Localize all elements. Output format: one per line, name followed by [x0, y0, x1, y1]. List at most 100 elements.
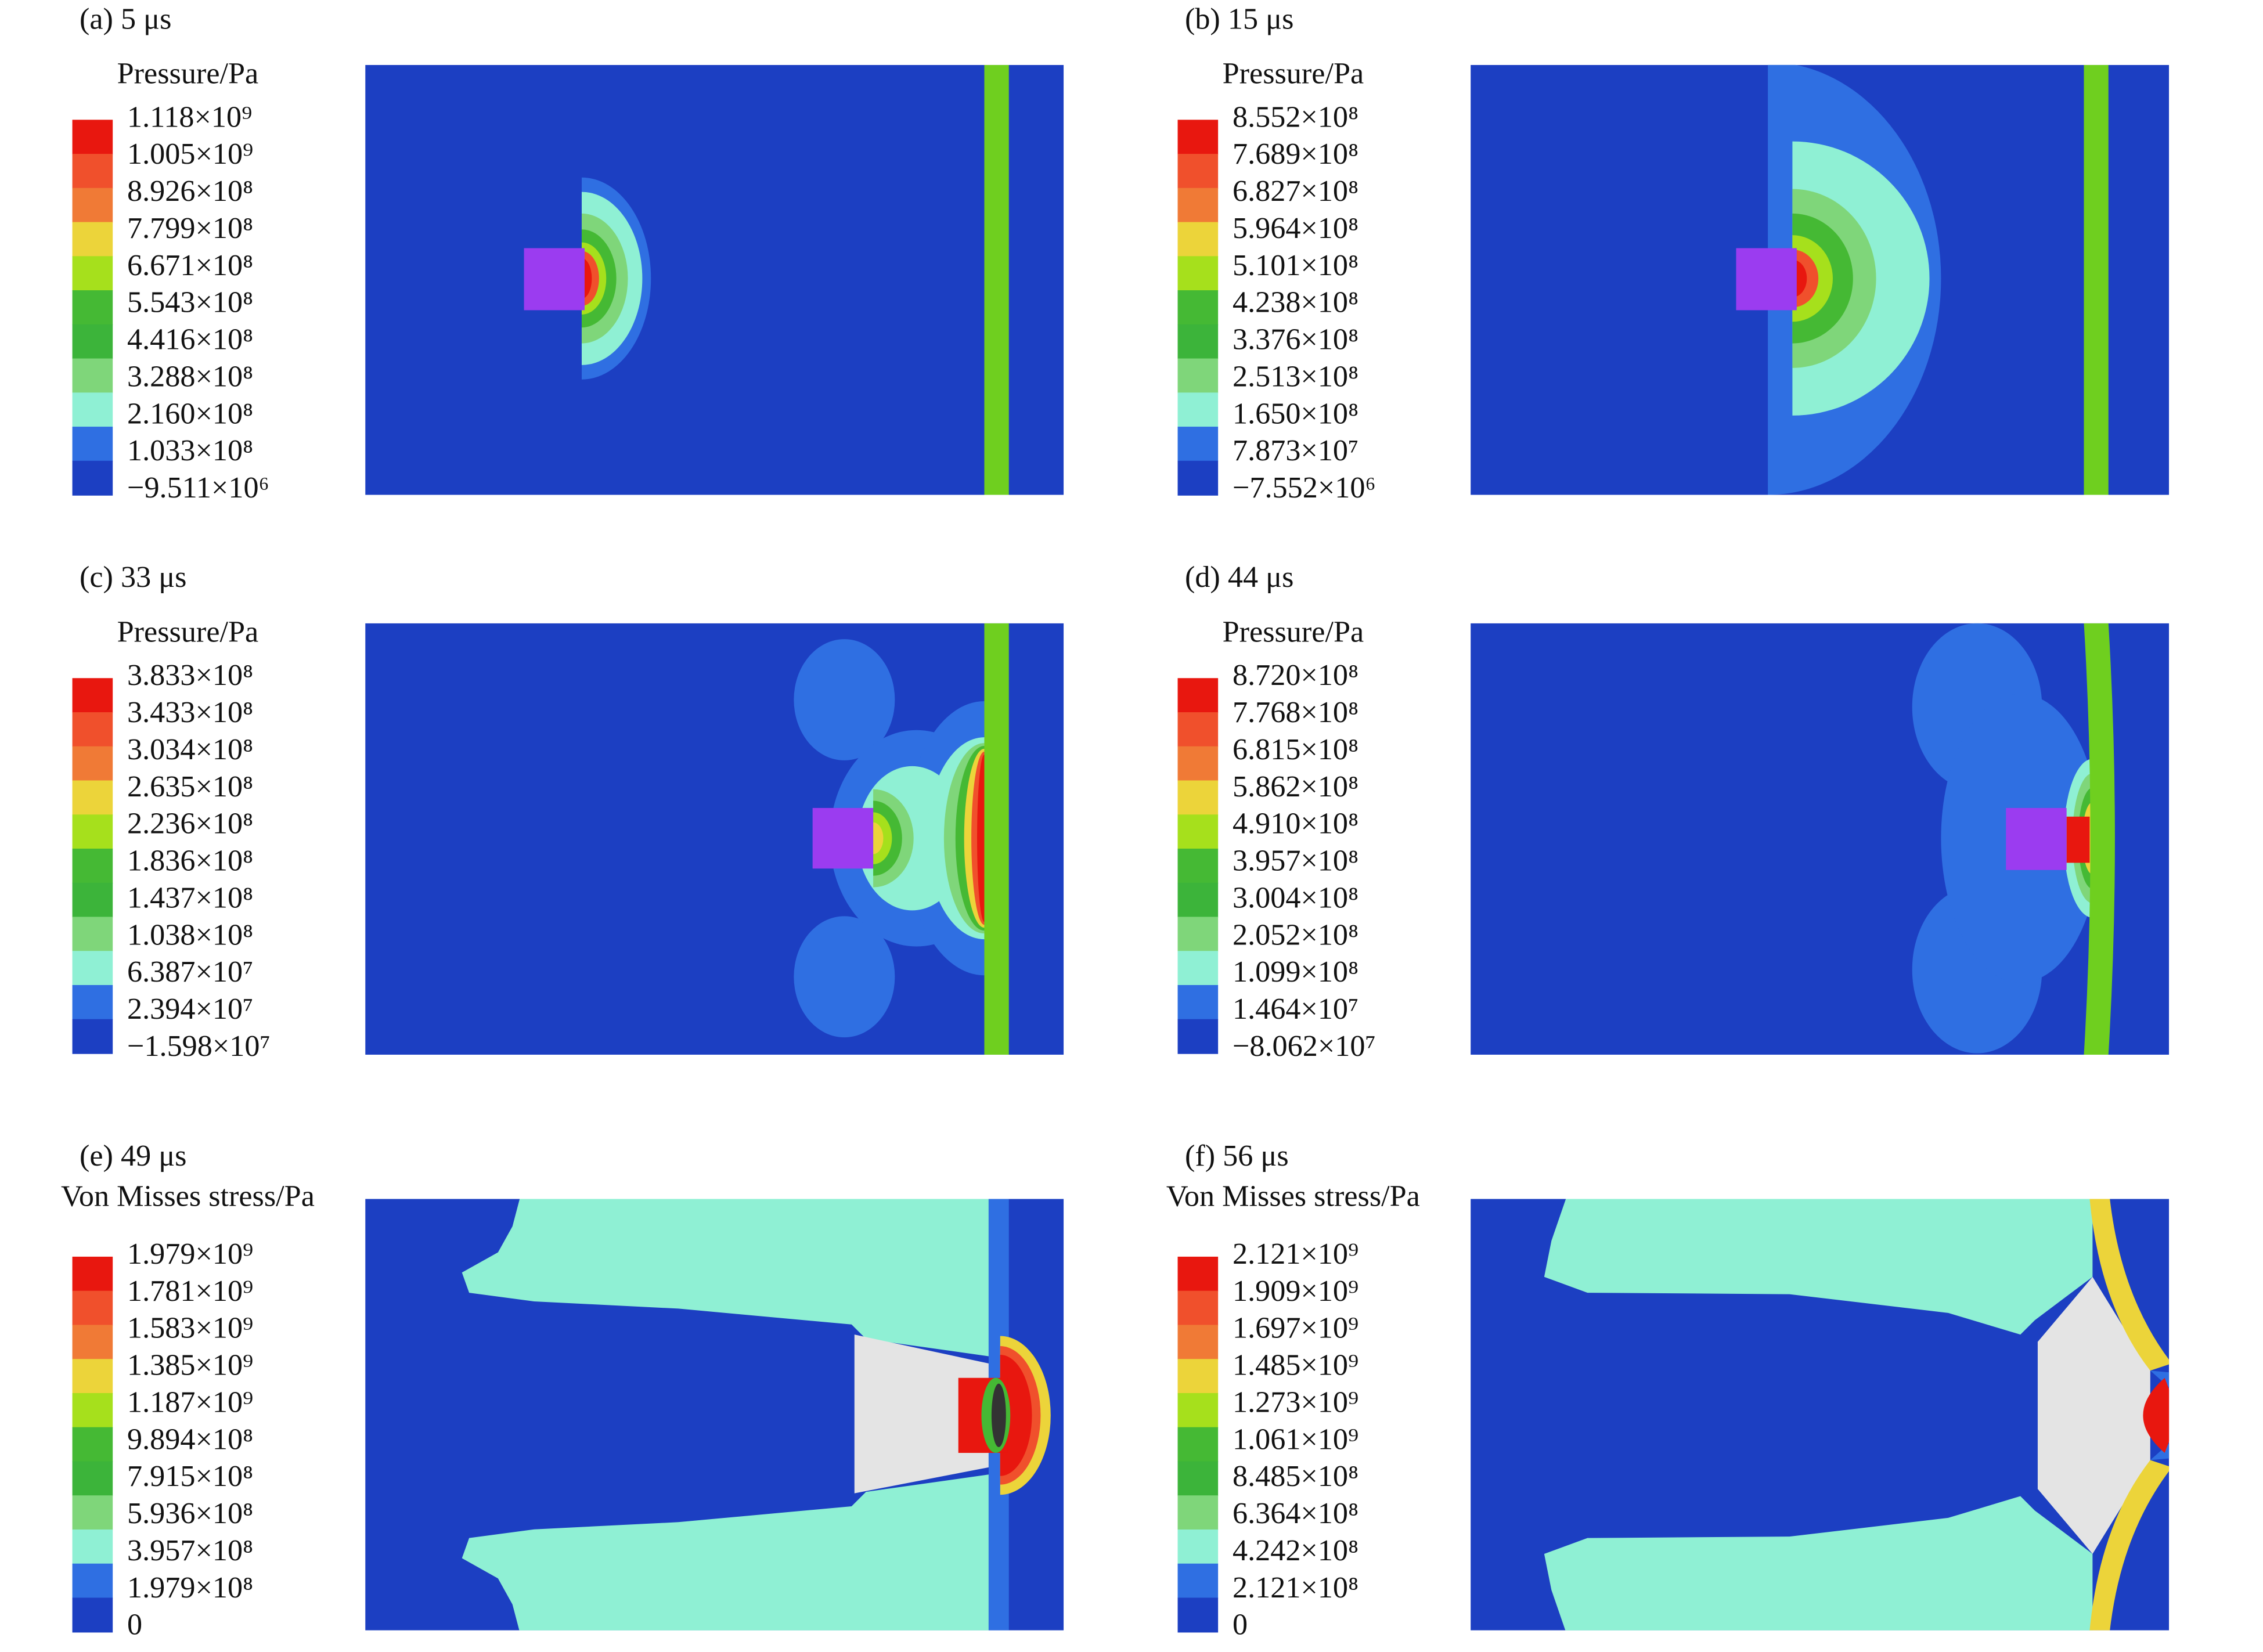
- simulation-image: [1471, 623, 2170, 1055]
- legend-label: 2.121×10⁹: [1233, 1237, 1358, 1271]
- legend-swatch: [72, 1495, 113, 1531]
- legend-label: 4.242×10⁸: [1233, 1534, 1358, 1567]
- legend-swatch: [1177, 984, 1219, 1020]
- legend-swatch: [1177, 712, 1219, 747]
- legend-swatch: [72, 951, 113, 986]
- legend-label: 1.187×10⁹: [127, 1385, 253, 1419]
- legend-label: 6.815×10⁸: [1233, 733, 1358, 766]
- legend-label: 7.799×10⁸: [127, 211, 253, 245]
- legend-swatch: [72, 1290, 113, 1326]
- legend-swatch: [1177, 1359, 1219, 1394]
- legend-swatch: [72, 1529, 113, 1564]
- legend-label: 1.273×10⁹: [1233, 1385, 1358, 1419]
- legend-label: 4.910×10⁸: [1233, 807, 1358, 841]
- simulation-image: [365, 623, 1064, 1055]
- legend-label: 1.118×10⁹: [127, 100, 252, 134]
- legend-label: 3.034×10⁸: [127, 733, 253, 766]
- legend-swatch: [72, 1427, 113, 1462]
- legend-label: 5.936×10⁸: [127, 1496, 253, 1530]
- simulation-image: [365, 1199, 1064, 1631]
- contour-region: [794, 916, 895, 1038]
- contour-region: [462, 1199, 989, 1357]
- legend-label: −9.511×10⁶: [127, 471, 269, 504]
- legend-label: 2.513×10⁸: [1233, 359, 1358, 393]
- legend-title: Von Misses stress/Pa: [1166, 1180, 1420, 1213]
- legend-label: 3.004×10⁸: [1233, 881, 1358, 914]
- legend-label: 7.768×10⁸: [1233, 695, 1358, 729]
- projectile: [812, 807, 874, 869]
- legend-label: 1.979×10⁸: [127, 1571, 253, 1604]
- plate: [984, 623, 1009, 1055]
- plate: [2084, 623, 2115, 1055]
- legend-title: Pressure/Pa: [1223, 57, 1364, 91]
- legend-label: 5.862×10⁸: [1233, 770, 1358, 803]
- legend-label: 0: [1233, 1608, 1248, 1642]
- legend-label: 5.101×10⁸: [1233, 248, 1358, 282]
- legend-swatch: [1177, 290, 1219, 326]
- legend-swatch: [1177, 154, 1219, 189]
- legend-swatch: [72, 1461, 113, 1496]
- legend-label: 1.437×10⁸: [127, 881, 253, 914]
- contour-region: [1544, 1496, 2093, 1631]
- legend-label: 4.416×10⁸: [127, 323, 253, 356]
- legend-swatch: [72, 1359, 113, 1394]
- legend-label: 8.926×10⁸: [127, 174, 253, 208]
- legend-title: Pressure/Pa: [117, 57, 259, 91]
- plate: [2084, 64, 2109, 495]
- legend-swatch: [1177, 1290, 1219, 1326]
- legend-label: 6.671×10⁸: [127, 248, 253, 282]
- legend-label: 2.052×10⁸: [1233, 918, 1358, 951]
- contour-region: [794, 639, 895, 760]
- legend-swatch: [72, 187, 113, 223]
- legend-label: 1.836×10⁸: [127, 844, 253, 878]
- legend-swatch: [1177, 427, 1219, 462]
- legend-label: 2.635×10⁸: [127, 770, 253, 803]
- projectile: [1736, 248, 1797, 311]
- panel-label: (b) 15 μs: [1185, 2, 1293, 35]
- contour-region: [2089, 1460, 2170, 1631]
- legend-swatch: [1177, 222, 1219, 257]
- legend-swatch: [72, 1597, 113, 1633]
- legend-swatch: [72, 120, 113, 155]
- legend-swatch: [72, 222, 113, 257]
- legend-label: 2.394×10⁷: [127, 992, 253, 1026]
- legend-swatch: [1177, 1461, 1219, 1496]
- contour-region: [1544, 1199, 2093, 1335]
- projectile: [2006, 807, 2067, 870]
- legend-swatch: [72, 678, 113, 713]
- contour-region: [2089, 1199, 2170, 1371]
- simulation-image: [1471, 64, 2170, 495]
- legend-label: 1.583×10⁹: [127, 1311, 253, 1345]
- legend-swatch: [72, 1256, 113, 1292]
- simulation-background: [365, 64, 1064, 495]
- legend-label: 4.238×10⁸: [1233, 286, 1358, 319]
- legend-swatch: [1177, 358, 1219, 394]
- legend-swatch: [72, 1019, 113, 1054]
- legend-swatch: [1177, 256, 1219, 291]
- legend-label: 1.485×10⁹: [1233, 1348, 1358, 1382]
- legend-swatch: [72, 324, 113, 359]
- legend-label: 6.387×10⁷: [127, 955, 253, 989]
- legend-swatch: [1177, 746, 1219, 781]
- legend-swatch: [1177, 1597, 1219, 1633]
- legend-swatch: [72, 712, 113, 747]
- projectile: [524, 248, 585, 311]
- panel-label: (e) 49 μs: [80, 1139, 187, 1173]
- legend-label: 1.909×10⁹: [1233, 1274, 1358, 1308]
- panel: (a) 5 μs Pressure/Pa 1.118×10⁹1.005×10⁹8.9…: [72, 2, 1064, 504]
- legend-label: 2.121×10⁸: [1233, 1571, 1358, 1604]
- legend-label: −8.062×10⁷: [1233, 1029, 1376, 1063]
- legend-swatch: [1177, 1393, 1219, 1428]
- simulation-image: [365, 64, 1064, 495]
- legend-swatch: [1177, 1495, 1219, 1531]
- legend-swatch: [1177, 848, 1219, 883]
- legend-swatch: [72, 814, 113, 850]
- legend-label: 3.288×10⁸: [127, 359, 253, 393]
- legend-label: 1.781×10⁹: [127, 1274, 253, 1308]
- legend-swatch: [1177, 460, 1219, 496]
- legend-swatch: [1177, 120, 1219, 155]
- legend-swatch: [1177, 882, 1219, 918]
- legend-label: 9.894×10⁸: [127, 1422, 253, 1456]
